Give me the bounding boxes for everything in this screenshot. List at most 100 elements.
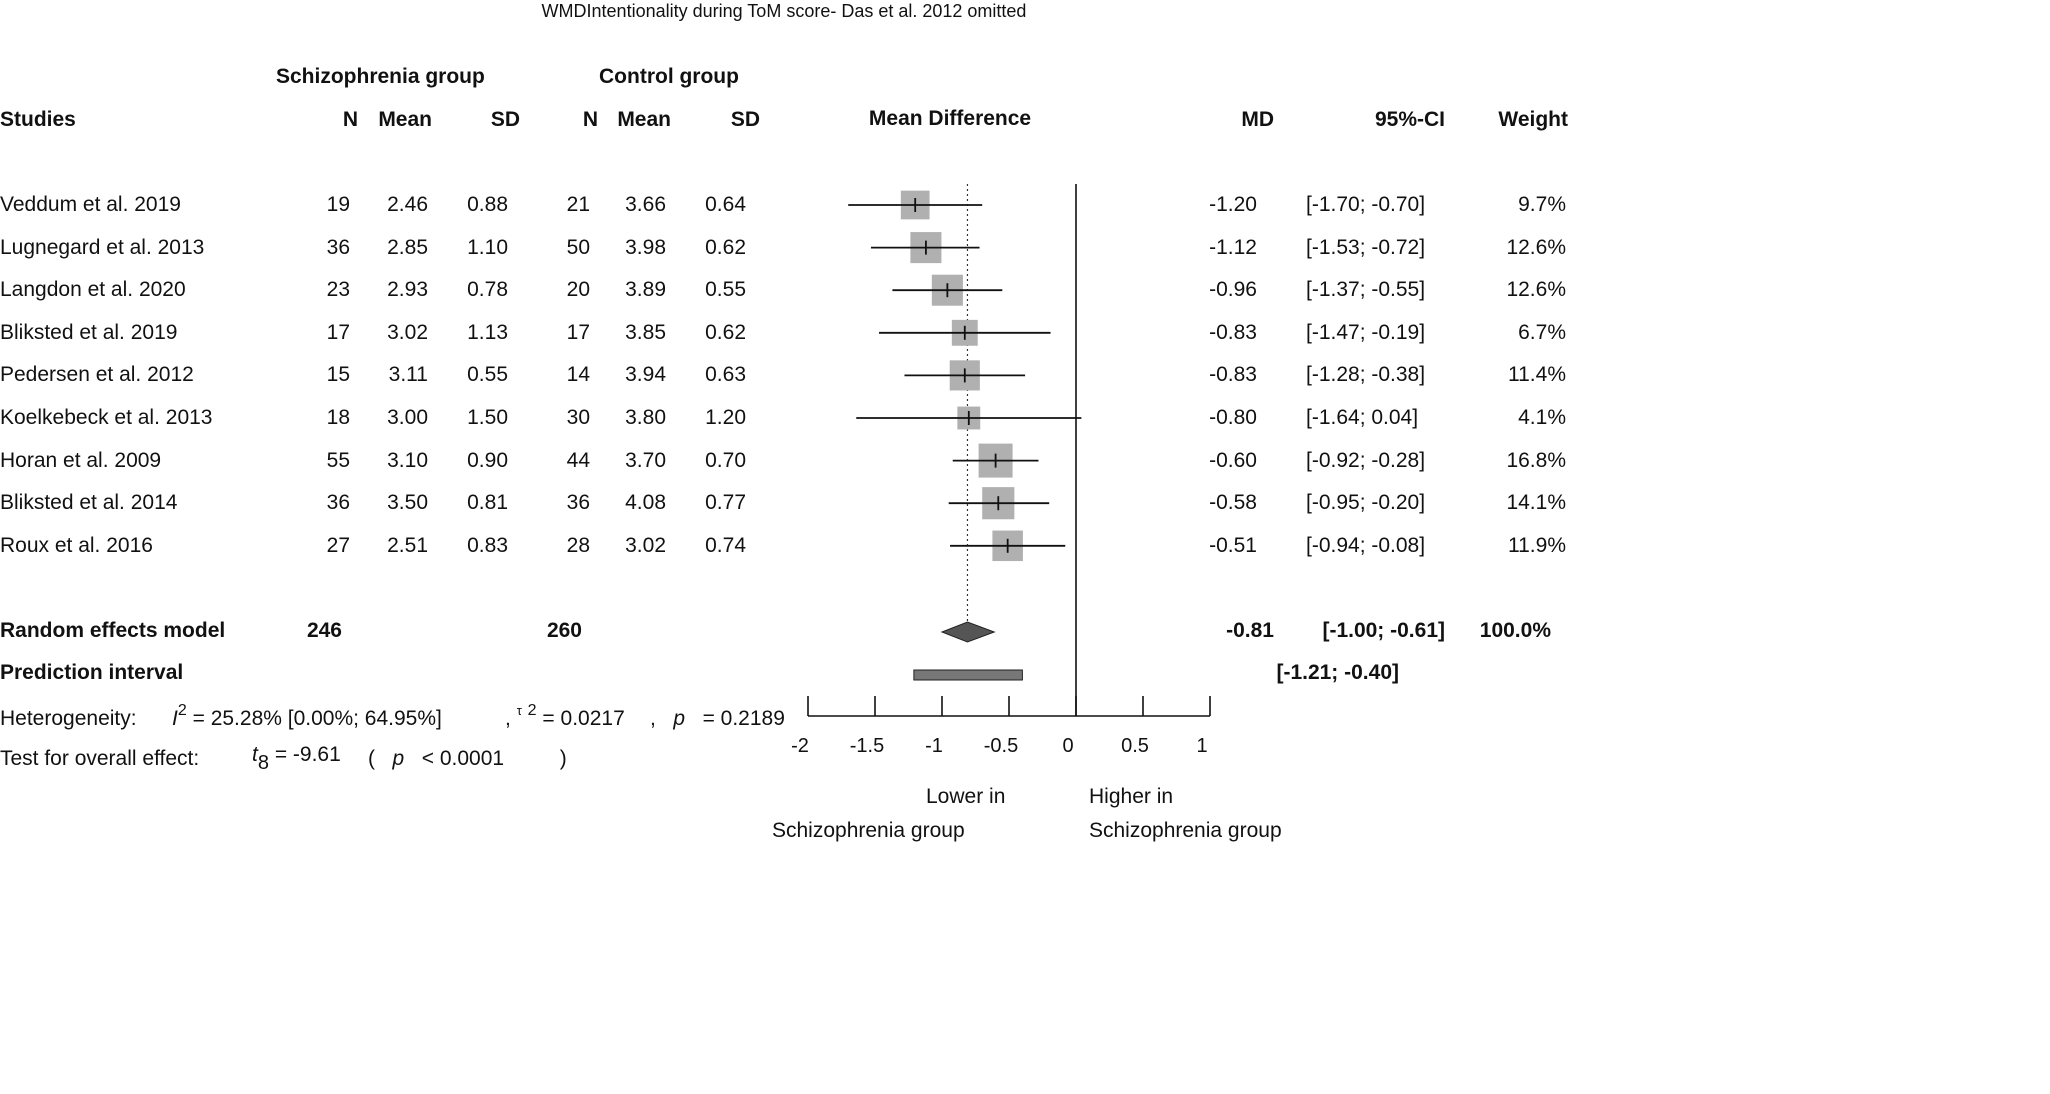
study-mean2: 3.98 — [625, 236, 666, 259]
overall-p-value: < 0.0001 — [421, 747, 505, 770]
x-axis-tick-label: 0 — [1062, 735, 1073, 757]
x-axis-tick-label: 1 — [1196, 735, 1207, 757]
header-schizophrenia-group: Schizophrenia group — [276, 65, 485, 88]
heterogeneity-label: Heterogeneity: — [0, 707, 137, 730]
study-name: Lugnegard et al. 2013 — [0, 236, 205, 259]
header-sd2: SD — [730, 108, 760, 131]
study-weight: 11.4% — [1508, 363, 1566, 386]
header-weight: Weight — [1498, 108, 1568, 131]
study-n1: 36 — [326, 491, 350, 514]
random-effects-ci: [-1.00; -0.61] — [1322, 619, 1445, 642]
study-mean2: 3.94 — [625, 363, 666, 386]
random-effects-n2: 260 — [546, 619, 582, 642]
study-name: Roux et al. 2016 — [0, 534, 153, 557]
header-studies: Studies — [0, 108, 76, 131]
i2-power: 2 — [177, 702, 187, 719]
study-mean1: 2.85 — [387, 236, 428, 259]
study-sd1: 0.90 — [467, 449, 508, 472]
study-ci: [-1.47; -0.19] — [1306, 321, 1426, 344]
chart-title: WMDIntentionality during ToM score- Das … — [541, 1, 1027, 21]
study-n1: 36 — [326, 236, 350, 259]
pooled-diamond — [940, 621, 996, 643]
study-md: -0.96 — [1209, 278, 1257, 301]
x-axis-tick-label: -2 — [791, 735, 809, 757]
study-weight: 11.9% — [1508, 534, 1566, 557]
study-sd1: 1.50 — [467, 406, 508, 429]
random-effects-md: -0.81 — [1226, 619, 1274, 642]
axis-label-left-line2: Schizophrenia group — [772, 819, 965, 842]
study-md: -0.58 — [1209, 491, 1257, 514]
study-sd2: 0.63 — [705, 363, 746, 386]
study-n1: 18 — [326, 406, 350, 429]
x-axis-tick-label: 0.5 — [1121, 735, 1149, 757]
study-n1: 23 — [326, 278, 350, 301]
study-mean2: 3.80 — [625, 406, 666, 429]
study-mean1: 3.00 — [387, 406, 428, 429]
study-mean1: 2.51 — [387, 534, 428, 557]
study-name: Horan et al. 2009 — [0, 449, 162, 472]
study-sd2: 0.70 — [705, 449, 746, 472]
study-sd1: 0.78 — [467, 278, 508, 301]
study-sd1: 0.81 — [467, 491, 508, 514]
study-mean1: 2.93 — [387, 278, 428, 301]
header-n1: N — [342, 108, 358, 131]
t-subscript: 8 — [257, 752, 269, 774]
x-axis-tick-label: -0.5 — [984, 735, 1018, 757]
p-close: ) — [559, 747, 567, 770]
study-sd1: 0.83 — [467, 534, 508, 557]
header-mean1: Mean — [378, 108, 432, 131]
tau-prefix: , — [505, 707, 511, 730]
header-mean2: Mean — [617, 108, 671, 131]
study-mean1: 3.02 — [387, 321, 428, 344]
study-ci: [-0.94; -0.08] — [1306, 534, 1426, 557]
study-md: -0.60 — [1209, 449, 1257, 472]
random-effects-weight: 100.0% — [1479, 619, 1551, 642]
study-weight: 12.6% — [1506, 278, 1566, 301]
study-mean2: 3.70 — [625, 449, 666, 472]
study-md: -0.80 — [1209, 406, 1257, 429]
study-sd1: 0.88 — [467, 193, 508, 216]
study-n2: 44 — [566, 449, 590, 472]
study-n1: 19 — [326, 193, 350, 216]
study-mean2: 3.89 — [625, 278, 666, 301]
prediction-interval-label: Prediction interval — [0, 661, 184, 684]
overall-p-symbol: p — [392, 747, 405, 770]
prediction-interval-ci: [-1.21; -0.40] — [1276, 661, 1399, 684]
header-sd1: SD — [490, 108, 520, 131]
study-ci: [-1.37; -0.55] — [1306, 278, 1426, 301]
study-ci: [-1.53; -0.72] — [1306, 236, 1426, 259]
study-ci: [-1.64; 0.04] — [1306, 406, 1419, 429]
study-sd1: 1.13 — [467, 321, 508, 344]
i2-symbol: I — [172, 707, 178, 730]
study-sd2: 0.55 — [705, 278, 746, 301]
study-weight: 12.6% — [1506, 236, 1566, 259]
study-ci: [-1.28; -0.38] — [1306, 363, 1426, 386]
study-name: Pedersen et al. 2012 — [0, 363, 194, 386]
study-n2: 50 — [566, 236, 590, 259]
study-ci: [-0.92; -0.28] — [1306, 449, 1426, 472]
p-symbol: p — [673, 707, 686, 730]
study-mean2: 3.66 — [625, 193, 666, 216]
overall-effect-p: ( p < 0.0001 ) — [368, 748, 567, 769]
study-n2: 17 — [566, 321, 590, 344]
study-name: Bliksted et al. 2019 — [0, 321, 178, 344]
study-ci: [-1.70; -0.70] — [1306, 193, 1426, 216]
study-sd1: 1.10 — [467, 236, 508, 259]
overall-effect-label: Test for overall effect: — [0, 747, 200, 770]
study-weight: 9.7% — [1518, 193, 1566, 216]
study-md: -1.20 — [1209, 193, 1257, 216]
study-n2: 14 — [566, 363, 590, 386]
study-n2: 21 — [566, 193, 590, 216]
heterogeneity-i2: I2 = 25.28% [0.00%; 64.95%] — [172, 703, 442, 730]
study-sd2: 0.77 — [705, 491, 746, 514]
study-mean2: 3.02 — [625, 534, 666, 557]
heterogeneity-p: , p = 0.2189 — [650, 708, 785, 729]
study-n2: 30 — [566, 406, 590, 429]
study-sd2: 0.74 — [705, 534, 746, 557]
tau-power: 2 — [527, 702, 537, 719]
study-sd2: 0.62 — [705, 236, 746, 259]
header-ci: 95%-CI — [1374, 108, 1445, 131]
study-mean2: 3.85 — [625, 321, 666, 344]
study-md: -0.83 — [1209, 363, 1257, 386]
